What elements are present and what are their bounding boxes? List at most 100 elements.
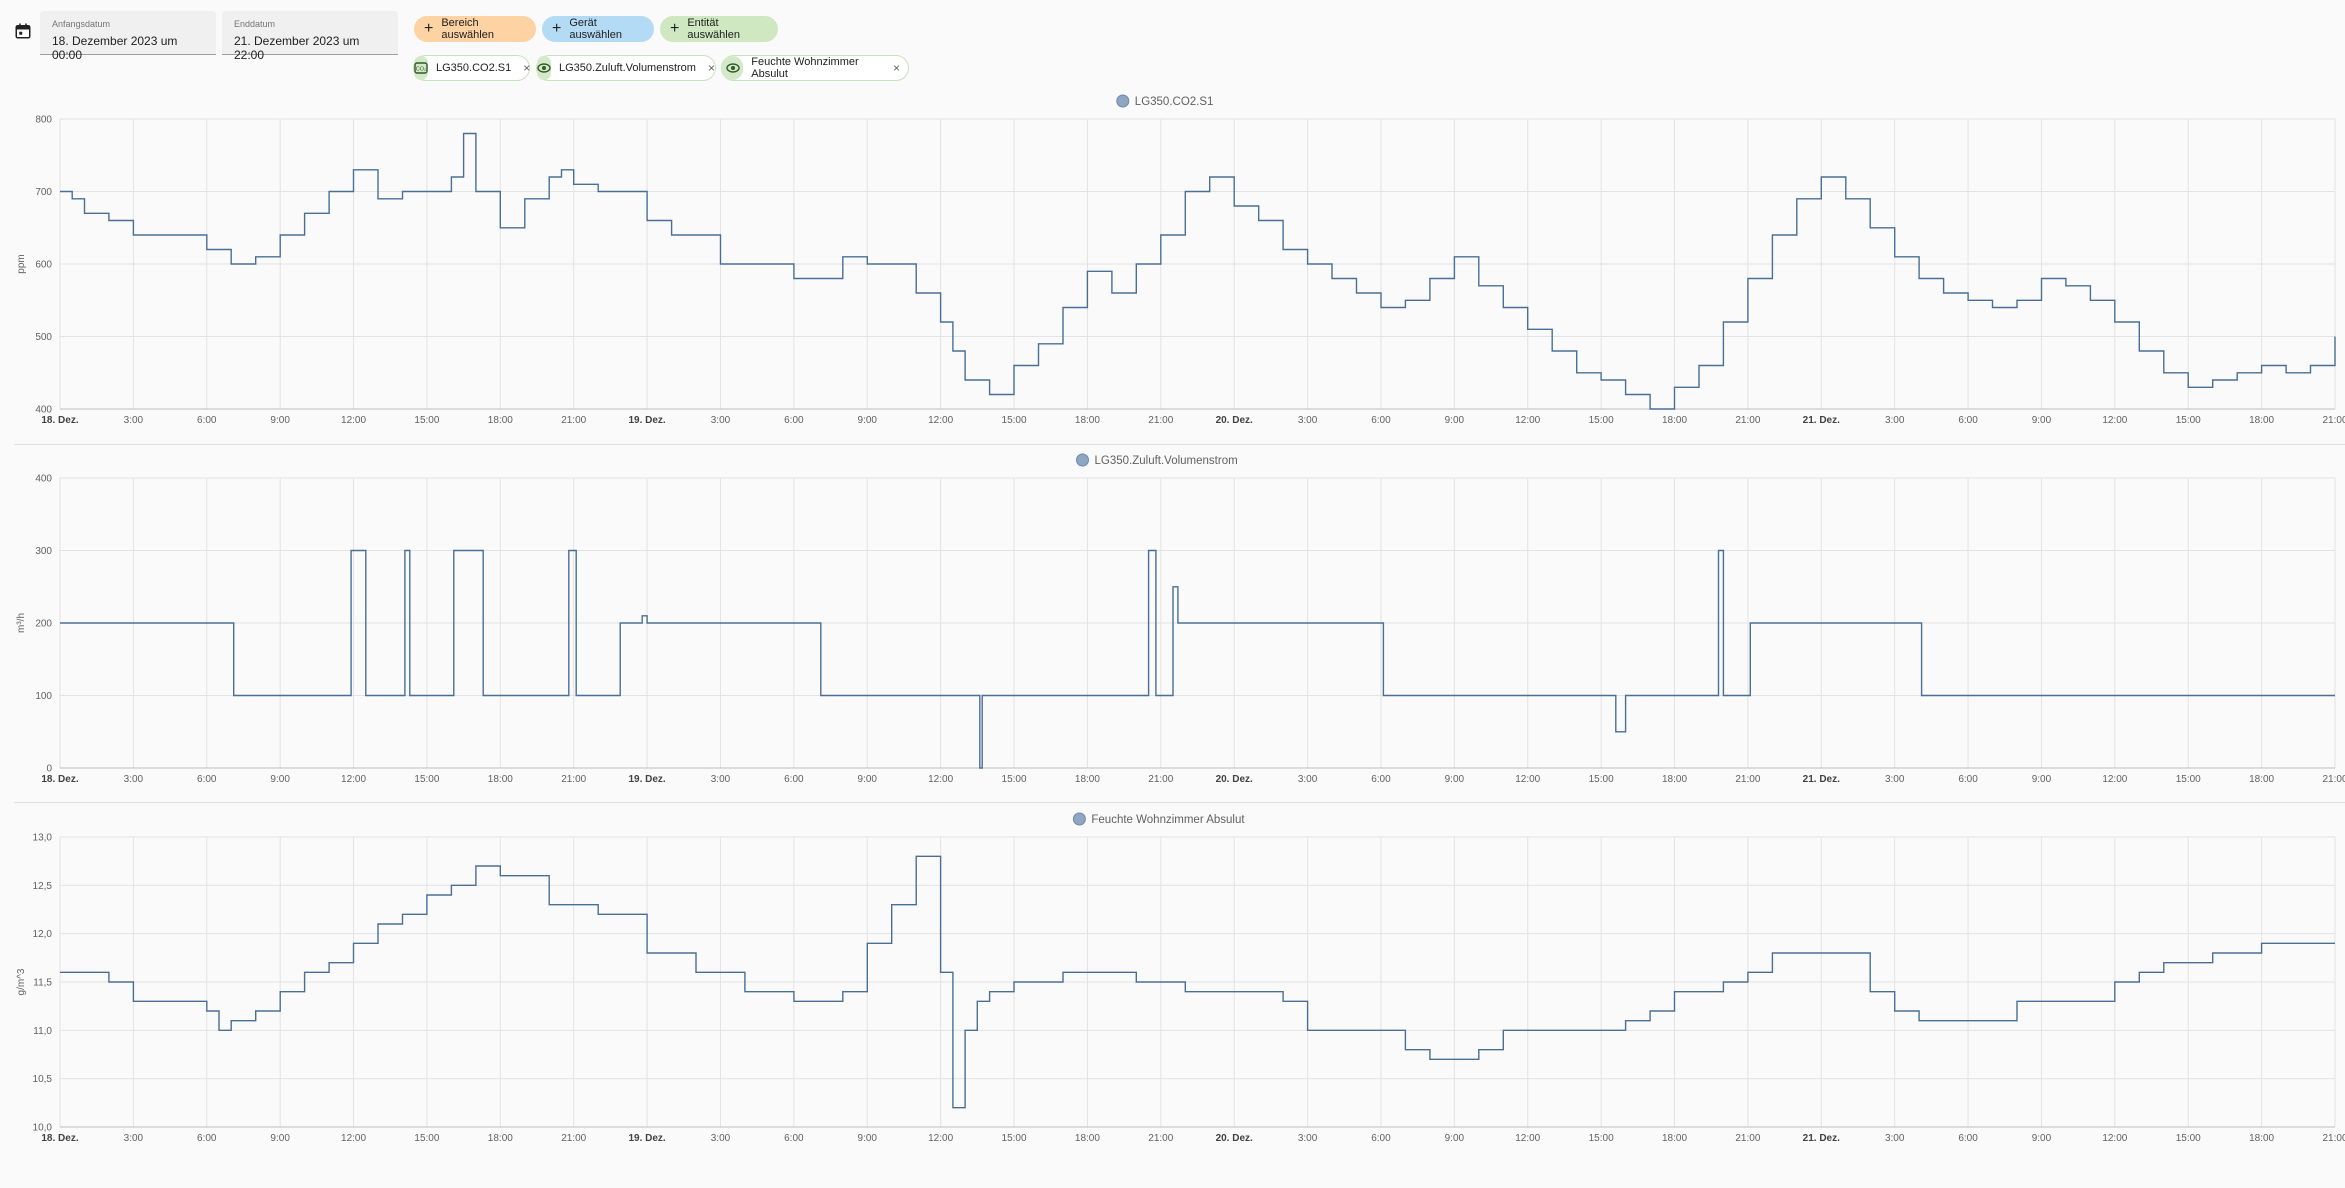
x-tick-label: 12:00 xyxy=(341,1133,366,1144)
legend-marker xyxy=(1072,812,1086,826)
x-tick-label: 15:00 xyxy=(2176,1133,2201,1144)
svg-text:CO₂: CO₂ xyxy=(416,67,426,73)
x-tick-label: 21:00 xyxy=(561,774,586,785)
x-tick-label: 21:00 xyxy=(561,1133,586,1144)
x-tick-label: 18. Dez. xyxy=(41,1133,78,1144)
x-tick-label: 9:00 xyxy=(1445,774,1465,785)
y-axis-label: g/m^3 xyxy=(16,968,27,995)
entity-chip-co2[interactable]: CO₂ LG350.CO2.S1 × xyxy=(413,55,530,81)
x-tick-label: 9:00 xyxy=(270,1133,290,1144)
entity-chip-label: LG350.Zuluft.Volumenstrom xyxy=(559,62,696,74)
x-tick-label: 18:00 xyxy=(1075,415,1100,426)
y-tick-label: 700 xyxy=(35,187,52,198)
x-tick-label: 9:00 xyxy=(858,415,878,426)
choose-area-button[interactable]: + Bereich auswählen xyxy=(414,16,536,42)
y-tick-label: 800 xyxy=(35,115,52,126)
x-tick-label: 3:00 xyxy=(1885,415,1905,426)
x-tick-label: 9:00 xyxy=(2032,1133,2052,1144)
chart-feuchte: Feuchte Wohnzimmer Absulut 10,0 10,5 11,0 11… xyxy=(16,812,2345,1144)
choose-device-label: Gerät auswählen xyxy=(569,17,622,41)
y-tick-label: 11,0 xyxy=(33,1026,52,1037)
end-date-field[interactable]: Enddatum 21. Dezember 2023 um 22:00 xyxy=(222,11,398,62)
x-tick-label: 15:00 xyxy=(2176,415,2201,426)
x-tick-label: 18:00 xyxy=(1662,415,1687,426)
x-tick-label: 21:00 xyxy=(2322,1133,2345,1144)
x-tick-label: 19. Dez. xyxy=(628,774,665,785)
choose-device-button[interactable]: + Gerät auswählen xyxy=(542,16,654,42)
x-tick-label: 18:00 xyxy=(2249,1133,2274,1144)
x-tick-label: 3:00 xyxy=(711,415,731,426)
eye-icon xyxy=(722,56,744,80)
x-tick-label: 6:00 xyxy=(1958,774,1978,785)
x-tick-label: 21:00 xyxy=(2322,415,2345,426)
x-tick-label: 6:00 xyxy=(1371,415,1391,426)
x-tick-label: 6:00 xyxy=(197,415,217,426)
plus-icon: + xyxy=(670,20,680,37)
y-tick-label: 200 xyxy=(35,619,52,630)
x-tick-label: 3:00 xyxy=(1298,774,1318,785)
y-tick-label: 0 xyxy=(46,764,52,775)
choose-entity-button[interactable]: + Entität auswählen xyxy=(660,16,778,42)
close-icon[interactable]: × xyxy=(892,61,900,75)
chart-volumenstrom: LG350.Zuluft.Volumenstrom 0 100 200 300 400 m³… xyxy=(16,453,2345,785)
start-date-label: Anfangsdatum xyxy=(52,19,111,29)
entity-chip-feuchte[interactable]: Feuchte Wohnzimmer Absulut × xyxy=(721,55,909,81)
x-tick-label: 15:00 xyxy=(1589,774,1614,785)
x-tick-label: 20. Dez. xyxy=(1216,1133,1253,1144)
start-date-field[interactable]: Anfangsdatum 18. Dezember 2023 um 00:00 xyxy=(40,11,216,62)
x-tick-label: 12:00 xyxy=(928,1133,953,1144)
x-tick-label: 6:00 xyxy=(1371,774,1391,785)
x-tick-label: 20. Dez. xyxy=(1216,774,1253,785)
x-tick-label: 6:00 xyxy=(1958,415,1978,426)
x-tick-label: 9:00 xyxy=(1445,415,1465,426)
x-tick-label: 12:00 xyxy=(1515,774,1540,785)
x-tick-label: 15:00 xyxy=(2176,774,2201,785)
chart-divider xyxy=(14,444,2345,445)
entity-chip-label: Feuchte Wohnzimmer Absulut xyxy=(751,56,859,80)
x-tick-label: 3:00 xyxy=(1885,1133,1905,1144)
x-tick-label: 21. Dez. xyxy=(1803,1133,1840,1144)
y-tick-label: 13,0 xyxy=(33,833,53,844)
close-icon[interactable]: × xyxy=(523,61,531,75)
x-tick-label: 9:00 xyxy=(270,774,290,785)
y-tick-label: 10,5 xyxy=(33,1074,53,1085)
x-tick-label: 6:00 xyxy=(784,1133,804,1144)
x-tick-label: 15:00 xyxy=(1002,415,1027,426)
plus-icon: + xyxy=(552,20,562,37)
x-tick-label: 21:00 xyxy=(1735,415,1760,426)
x-tick-label: 15:00 xyxy=(1589,415,1614,426)
choose-area-label: Bereich auswählen xyxy=(441,17,494,41)
x-tick-label: 3:00 xyxy=(711,774,731,785)
choose-entity-label: Entität auswählen xyxy=(687,17,740,41)
x-tick-label: 3:00 xyxy=(124,1133,144,1144)
x-tick-label: 12:00 xyxy=(2102,774,2127,785)
y-tick-label: 12,0 xyxy=(33,929,53,940)
x-tick-label: 15:00 xyxy=(414,774,439,785)
x-tick-label: 18:00 xyxy=(2249,774,2274,785)
y-tick-label: 500 xyxy=(35,332,52,343)
y-tick-label: 400 xyxy=(35,405,52,416)
chart-title: Feuchte Wohnzimmer Absulut xyxy=(1091,814,1245,826)
calendar-icon[interactable] xyxy=(14,22,32,40)
x-tick-label: 18:00 xyxy=(488,774,513,785)
x-tick-label: 12:00 xyxy=(1515,1133,1540,1144)
y-tick-label: 11,5 xyxy=(33,978,52,989)
x-tick-label: 15:00 xyxy=(414,415,439,426)
x-tick-label: 21:00 xyxy=(1148,1133,1173,1144)
x-tick-label: 3:00 xyxy=(1885,774,1905,785)
entity-chip-label: LG350.CO2.S1 xyxy=(436,62,512,74)
end-date-value: 21. Dezember 2023 um 22:00 xyxy=(234,34,360,62)
legend-marker xyxy=(1076,453,1089,467)
x-tick-label: 3:00 xyxy=(1298,1133,1318,1144)
x-tick-label: 18:00 xyxy=(488,1133,513,1144)
x-tick-label: 21:00 xyxy=(1148,774,1173,785)
close-icon[interactable]: × xyxy=(707,61,715,75)
x-tick-label: 12:00 xyxy=(928,415,953,426)
x-tick-label: 21. Dez. xyxy=(1803,415,1840,426)
x-tick-label: 15:00 xyxy=(414,1133,439,1144)
x-tick-label: 21:00 xyxy=(1735,774,1760,785)
entity-chip-volumenstrom[interactable]: LG350.Zuluft.Volumenstrom × xyxy=(536,55,716,81)
x-tick-label: 9:00 xyxy=(270,415,290,426)
eye-icon xyxy=(537,56,551,80)
x-tick-label: 9:00 xyxy=(2032,774,2052,785)
